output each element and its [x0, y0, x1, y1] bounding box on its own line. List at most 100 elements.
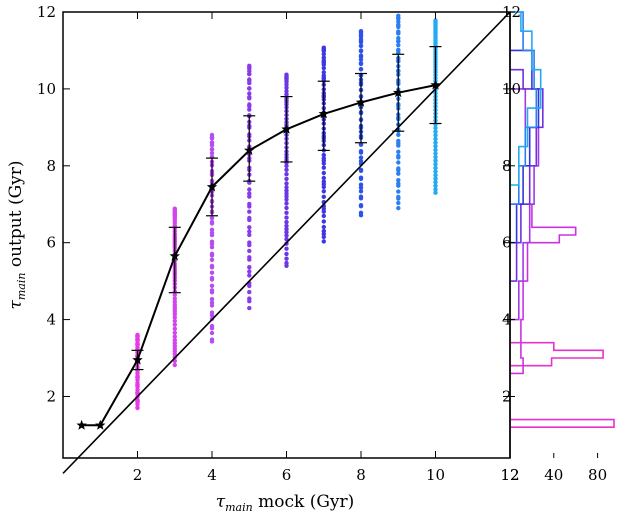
scatter-point: [172, 206, 177, 211]
hist-y-tick-label: 2: [502, 387, 512, 405]
scatter-point: [247, 107, 252, 112]
scatter-point: [284, 172, 289, 177]
scatter-point: [284, 188, 289, 193]
hist-y-tick-label: 12: [502, 3, 521, 21]
scatter-point: [433, 172, 438, 178]
scatter-points: [135, 13, 438, 411]
scatter-point: [433, 18, 438, 23]
scatter-point: [433, 162, 438, 167]
scatter-point: [321, 194, 326, 199]
scatter-point: [284, 181, 289, 186]
scatter-point: [284, 237, 289, 242]
histogram-step: [510, 11, 542, 186]
scatter-point: [358, 159, 364, 164]
error-bar: [355, 72, 367, 144]
scatter-point: [247, 289, 252, 295]
scatter-point: [284, 210, 289, 215]
scatter-point: [284, 233, 289, 238]
median-star-marker: [132, 354, 143, 365]
scatter-point: [209, 288, 215, 293]
scatter-point: [209, 330, 215, 336]
scatter-point: [396, 47, 401, 52]
scatter-point: [321, 179, 326, 184]
scatter-point: [284, 223, 289, 229]
histogram-steps: [510, 11, 615, 428]
scatter-point: [284, 91, 289, 97]
scatter-point: [321, 73, 326, 78]
scatter-point: [209, 227, 215, 232]
scatter-point: [396, 42, 401, 48]
scatter-point: [247, 94, 252, 100]
scatter-point: [284, 197, 289, 202]
hist-y-tick-label: 10: [502, 80, 521, 98]
scatter-point: [247, 232, 252, 238]
y-tick-label: 8: [46, 157, 56, 175]
scatter-point: [284, 215, 289, 220]
scatter-point: [321, 156, 326, 161]
x-tick-label: 6: [282, 466, 292, 484]
x-tick-label: 12: [500, 466, 519, 484]
scatter-point: [172, 326, 177, 331]
scatter-point: [284, 176, 289, 182]
scatter-point: [396, 189, 401, 194]
scatter-point: [321, 219, 326, 224]
scatter-point: [247, 86, 252, 91]
scatter-point: [433, 190, 438, 195]
scatter-point: [209, 140, 215, 145]
scatter-point: [135, 380, 140, 386]
scatter-point: [396, 36, 401, 41]
scatter-point: [135, 334, 140, 339]
scatter-point: [247, 229, 252, 234]
scatter-point: [284, 226, 289, 232]
scatter-point: [172, 322, 177, 327]
median-star-marker: [169, 250, 180, 261]
scatter-point: [358, 194, 364, 199]
scatter-point: [321, 65, 326, 71]
x-tick-label: 10: [426, 466, 445, 484]
scatter-point: [284, 185, 289, 190]
scatter-point: [358, 210, 364, 215]
scatter-point: [358, 29, 364, 34]
scatter-point: [172, 362, 177, 368]
scatter-point: [396, 194, 401, 200]
scatter-point: [284, 219, 289, 225]
scatter-point: [284, 167, 289, 172]
scatter-point: [284, 72, 289, 77]
hist-x-tick-label: 40: [544, 466, 563, 484]
scatter-point: [321, 228, 326, 234]
scatter-point: [433, 129, 438, 134]
scatter-point: [433, 187, 438, 192]
scatter-point: [247, 102, 252, 107]
scatter-point: [172, 334, 177, 339]
scatter-point: [209, 300, 215, 305]
scatter-point: [396, 171, 401, 176]
scatter-point: [135, 387, 140, 392]
scatter-point: [358, 189, 364, 194]
scatter-point: [247, 215, 252, 221]
scatter-point: [209, 219, 215, 225]
scatter-point: [209, 251, 215, 256]
scatter-point: [247, 191, 252, 196]
median-star-marker: [318, 108, 329, 119]
scatter-point: [172, 330, 177, 335]
scatter-point: [321, 175, 326, 181]
hist-x-tick-label: 80: [588, 466, 607, 484]
x-axis-label-symbol: τ: [216, 492, 226, 512]
scatter-point: [358, 149, 364, 154]
scatter-point: [209, 263, 215, 269]
scatter-point: [321, 51, 326, 57]
median-star-marker: [76, 419, 87, 430]
scatter-point: [358, 182, 364, 187]
scatter-point: [247, 77, 252, 82]
histogram-step: [510, 341, 615, 428]
scatter-point: [209, 150, 215, 156]
y-axis-label-text: output (Gyr): [6, 160, 26, 272]
scatter-point: [433, 133, 438, 138]
median-star-marker: [393, 87, 404, 98]
scatter-point: [284, 88, 289, 94]
scatter-point: [396, 149, 401, 154]
scatter-point: [433, 154, 438, 160]
scatter-point: [284, 201, 289, 206]
